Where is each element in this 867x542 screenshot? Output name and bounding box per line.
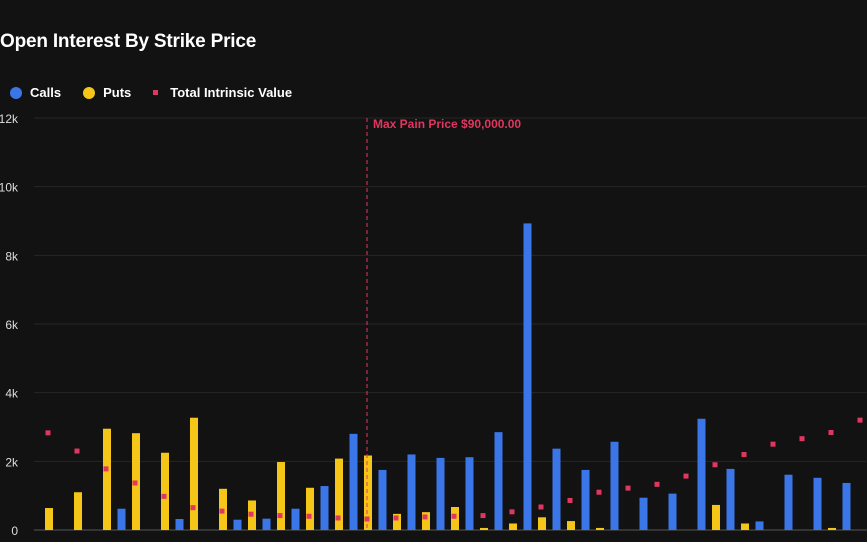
calls-bar (610, 441, 619, 530)
intrinsic-value-point (683, 473, 689, 479)
y-tick-label: 0 (11, 524, 18, 538)
calls-bar (378, 469, 387, 530)
calls-bar (233, 519, 242, 530)
calls-bar (784, 474, 793, 530)
puts-bar (509, 523, 517, 530)
intrinsic-value-point (654, 481, 660, 487)
calls-bar (697, 418, 706, 530)
puts-bar (567, 521, 575, 530)
puts-bar (596, 527, 604, 530)
puts-bar (335, 458, 343, 530)
calls-bar (465, 457, 474, 530)
puts-bar (190, 417, 198, 530)
calls-bar (755, 521, 764, 530)
legend-label: Calls (30, 85, 62, 100)
intrinsic-value-point (770, 441, 776, 447)
intrinsic-value-point (625, 485, 631, 491)
legend-label: Total Intrinsic Value (170, 85, 293, 100)
calls-bar (813, 477, 822, 530)
puts-bar (538, 517, 546, 530)
legend-item-calls[interactable]: Calls (10, 85, 61, 100)
intrinsic-value-point (335, 515, 341, 521)
intrinsic-value-point (567, 497, 573, 503)
calls-bar (407, 454, 416, 530)
puts-bar (306, 487, 314, 530)
chart-title: Open Interest By Strike Price (0, 31, 257, 52)
intrinsic-value-point (596, 489, 602, 495)
puts-bar (161, 452, 169, 530)
puts-bar (480, 527, 488, 530)
intrinsic-value-point (828, 429, 834, 435)
intrinsic-value-point (132, 480, 138, 486)
intrinsic-value-point (103, 466, 109, 472)
puts-bar (45, 508, 53, 530)
intrinsic-value-point (248, 511, 254, 517)
intrinsic-value-point (857, 417, 863, 423)
intrinsic-value-point (538, 504, 544, 510)
intrinsic-value-point (306, 513, 312, 519)
y-tick-label: 2k (5, 455, 19, 469)
puts-bar (103, 428, 111, 530)
intrinsic-value-point (422, 514, 428, 520)
intrinsic-value-point (45, 430, 51, 436)
puts-bar (74, 492, 82, 530)
intrinsic-value-point (799, 436, 805, 442)
calls-bar (639, 497, 648, 530)
y-tick-label: 4k (5, 387, 19, 401)
calls-bar (494, 432, 503, 530)
puts-bar (364, 455, 372, 530)
calls-bar (320, 486, 329, 530)
calls-bar (726, 468, 735, 530)
calls-bar (117, 508, 126, 530)
intrinsic-value-point (74, 448, 80, 454)
calls-bar (842, 482, 851, 530)
calls-swatch-icon (10, 86, 22, 99)
puts-swatch-icon (83, 86, 96, 99)
calls-bar (436, 457, 445, 530)
intrinsic-value-point (190, 505, 196, 511)
intrinsic-value-point (277, 513, 283, 519)
intrinsic-value-point (741, 451, 747, 457)
calls-bar (552, 448, 561, 530)
y-tick-label: 12k (0, 112, 19, 126)
legend-label: Puts (103, 85, 132, 100)
legend-item-intrinsic[interactable]: Total Intrinsic Value (153, 85, 292, 100)
calls-bar (262, 518, 271, 530)
puts-bar (393, 513, 401, 530)
intrinsic-value-point (161, 493, 167, 499)
intrinsic-value-point (712, 462, 718, 468)
y-tick-label: 10k (0, 181, 19, 195)
intrinsic-value-point (393, 515, 399, 521)
intrinsic-value-point (509, 509, 515, 515)
intrinsic-value-point (364, 516, 370, 522)
legend: Calls Puts Total Intrinsic Value (10, 85, 314, 100)
puts-bar (828, 527, 836, 530)
puts-bar (422, 512, 430, 530)
calls-bar (175, 519, 184, 530)
calls-bar (581, 469, 590, 530)
legend-item-puts[interactable]: Puts (83, 85, 131, 100)
calls-bar (349, 433, 358, 530)
calls-bar (668, 493, 677, 530)
max-pain-label: Max Pain Price $90,000.00 (373, 117, 521, 131)
calls-bar (523, 223, 532, 531)
intrinsic-swatch-icon (153, 90, 159, 95)
calls-bar (291, 508, 300, 530)
y-tick-label: 8k (5, 249, 19, 263)
y-tick-label: 6k (5, 318, 19, 332)
puts-bar (712, 504, 720, 530)
intrinsic-value-point (480, 513, 486, 519)
intrinsic-value-point (219, 508, 225, 514)
puts-bar (277, 462, 285, 530)
intrinsic-value-point (451, 513, 457, 519)
puts-bar (741, 523, 749, 530)
